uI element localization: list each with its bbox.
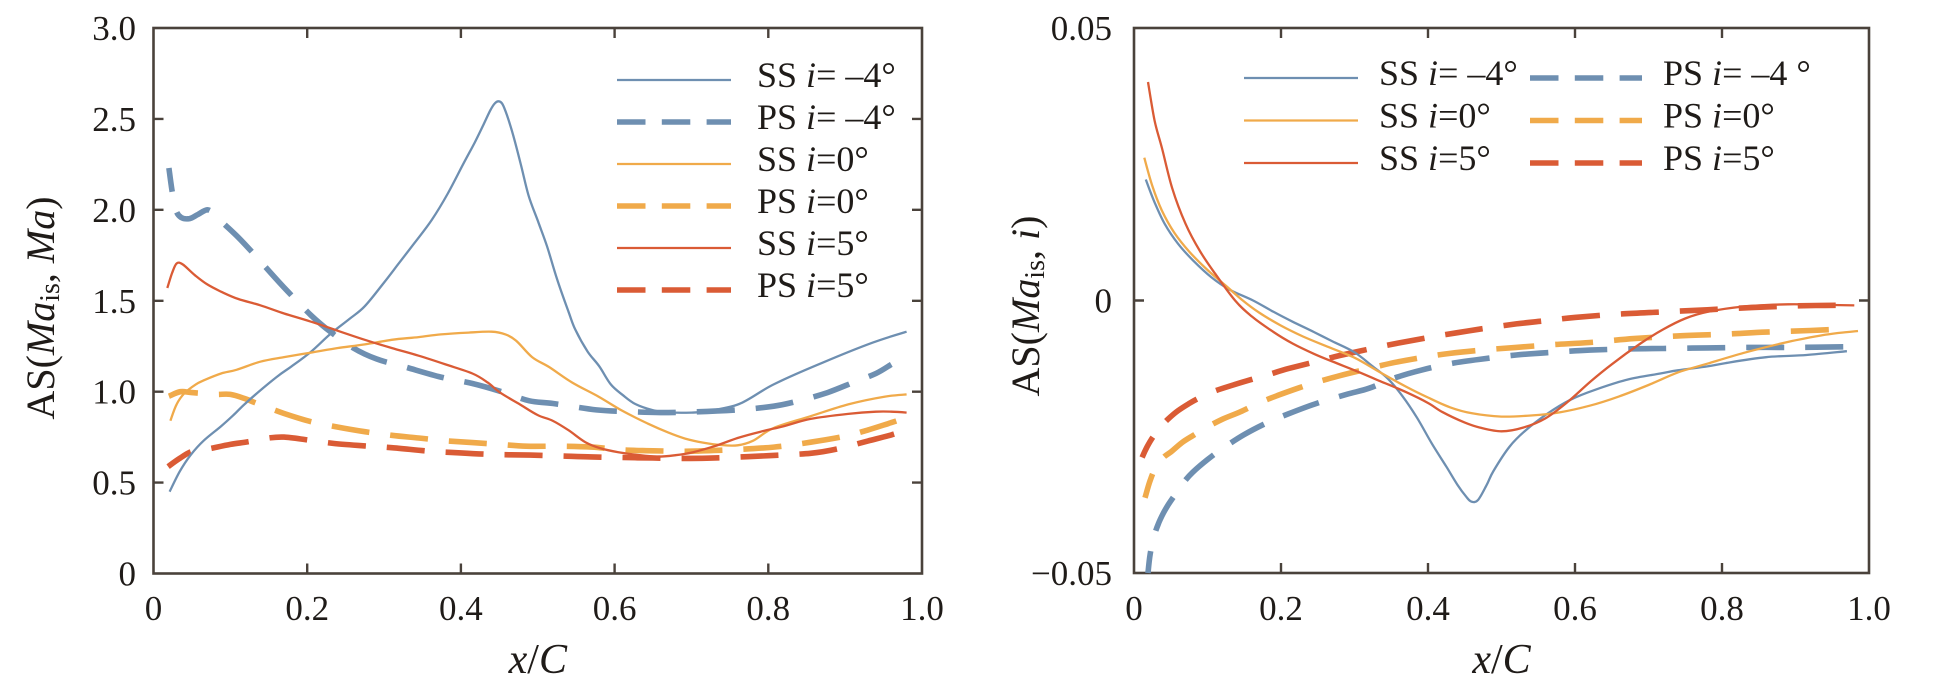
svg-text:0.8: 0.8 xyxy=(746,589,790,628)
svg-text:0.6: 0.6 xyxy=(593,589,637,628)
svg-text:1.0: 1.0 xyxy=(92,373,136,412)
svg-text:0: 0 xyxy=(1125,589,1143,628)
svg-text:1.0: 1.0 xyxy=(1847,589,1891,628)
svg-text:SS i= –4°: SS i= –4° xyxy=(757,55,896,95)
svg-text:x/C: x/C xyxy=(1471,637,1531,683)
svg-text:PS i=0°: PS i=0° xyxy=(757,181,869,221)
svg-text:SS i=0°: SS i=0° xyxy=(757,139,869,179)
svg-text:−0.05: −0.05 xyxy=(1031,554,1112,593)
svg-text:x/C: x/C xyxy=(508,637,568,683)
svg-text:3.0: 3.0 xyxy=(92,9,136,48)
svg-text:0: 0 xyxy=(119,555,137,594)
svg-text:AS(Mais, i): AS(Mais, i) xyxy=(1003,216,1051,397)
svg-text:0: 0 xyxy=(145,589,163,628)
svg-text:0.2: 0.2 xyxy=(285,589,329,628)
svg-text:SS i= –4°: SS i= –4° xyxy=(1379,53,1518,93)
svg-text:PS i= –4 °: PS i= –4 ° xyxy=(1663,53,1811,93)
svg-text:PS i=5°: PS i=5° xyxy=(757,265,869,305)
svg-text:PS i=5°: PS i=5° xyxy=(1663,138,1775,178)
svg-text:SS i=5°: SS i=5° xyxy=(757,223,869,263)
svg-text:2.5: 2.5 xyxy=(92,100,136,139)
svg-text:0.2: 0.2 xyxy=(1259,589,1303,628)
svg-text:2.0: 2.0 xyxy=(92,191,136,230)
svg-text:0.4: 0.4 xyxy=(1406,589,1450,628)
svg-text:0.6: 0.6 xyxy=(1553,589,1597,628)
svg-text:PS i=0°: PS i=0° xyxy=(1663,96,1775,136)
svg-text:SS i=5°: SS i=5° xyxy=(1379,138,1491,178)
svg-text:0.8: 0.8 xyxy=(1700,589,1744,628)
svg-text:PS i= –4°: PS i= –4° xyxy=(757,97,896,137)
svg-text:SS i=0°: SS i=0° xyxy=(1379,96,1491,136)
svg-text:1.0: 1.0 xyxy=(900,589,944,628)
svg-text:1.5: 1.5 xyxy=(92,282,136,321)
svg-text:0.05: 0.05 xyxy=(1051,9,1112,48)
svg-text:AS(Mais, Ma): AS(Mais, Ma) xyxy=(18,196,66,419)
svg-text:0: 0 xyxy=(1095,282,1113,321)
svg-text:0.4: 0.4 xyxy=(439,589,483,628)
svg-text:0.5: 0.5 xyxy=(92,464,136,503)
